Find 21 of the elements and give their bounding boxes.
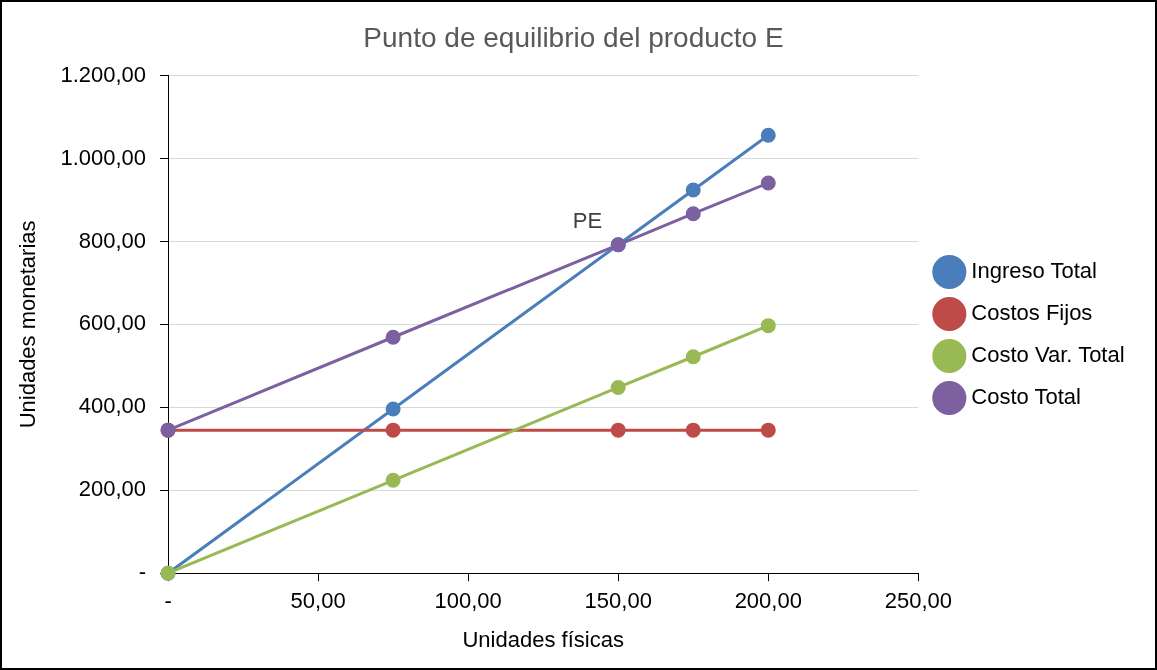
y-tick-label: 1.200,00 [60,61,147,87]
legend-label: Costo Var. Total [971,342,1125,368]
y-tick-label: 1.000,00 [60,144,147,170]
x-tick-label: 50,00 [290,588,346,614]
y-tick-label: 400,00 [78,393,147,419]
x-tick-label: 250,00 [884,588,952,614]
y-tick-label: 600,00 [78,310,147,336]
y-axis-title: Unidades monetarias [15,220,41,429]
x-tick-label: 150,00 [584,588,652,614]
y-tick-label: 800,00 [78,227,147,253]
x-tick-label: 100,00 [434,588,502,614]
y-tick-label: 200,00 [78,476,147,502]
x-tick-label: 200,00 [734,588,802,614]
legend-label: Costo Total [971,384,1081,410]
y-tick-label: - [138,559,147,585]
chart-title: Punto de equilibrio del producto E [363,21,784,53]
x-tick-label: - [164,588,172,614]
legend-label: Costos Fijos [971,300,1093,326]
x-axis-title: Unidades físicas [462,626,624,652]
legend-label: Ingreso Total [971,258,1097,284]
annotation: PE [572,207,603,233]
